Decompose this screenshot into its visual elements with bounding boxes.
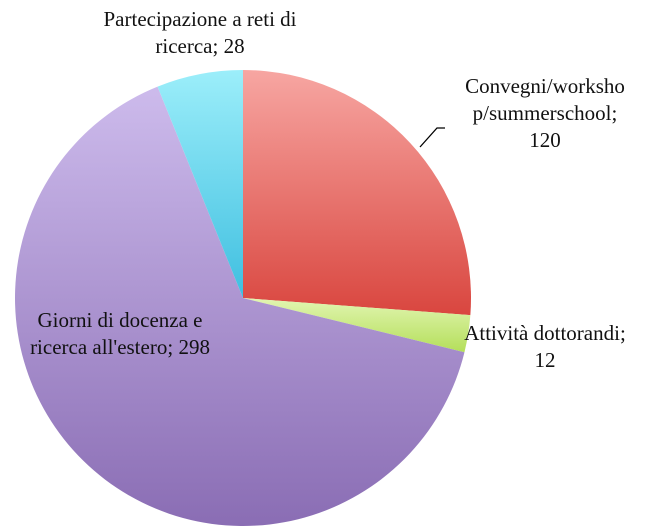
pie	[14, 70, 472, 526]
value-label: 28	[223, 34, 245, 58]
data-label: Partecipazione a reti di ricerca; 28	[85, 6, 315, 60]
separator: ;	[611, 101, 618, 125]
label-text: Attività dottorandi; 12	[455, 320, 635, 374]
category-name: Giorni di docenza e ricerca all'estero	[30, 308, 203, 359]
pie-slice	[157, 70, 243, 298]
value-label: 298	[178, 335, 210, 359]
pie-slice	[14, 86, 465, 526]
category-name: Partecipazione a reti di ricerca	[103, 7, 297, 58]
data-label: Convegni/workshop/summerschool; 120	[465, 73, 625, 154]
category-name: Convegni/workshop/summerschool	[465, 74, 625, 125]
separator: ;	[619, 321, 626, 345]
labels: Convegni/workshop/summerschool; 120 Attiv…	[10, 6, 635, 374]
value-label: 120	[529, 128, 561, 152]
pie-slice	[243, 298, 471, 353]
category-name: Attività dottorandi	[464, 321, 620, 345]
leader-line	[419, 127, 445, 148]
label-text: Convegni/workshop/summerschool; 120	[465, 73, 625, 154]
pie-slice	[243, 70, 472, 316]
label-text: Giorni di docenza e ricerca all'estero; …	[10, 307, 230, 361]
value-label: 12	[534, 348, 556, 372]
data-label: Attività dottorandi; 12	[455, 320, 635, 374]
separator: ;	[212, 34, 224, 58]
separator: ;	[167, 335, 179, 359]
label-text: Partecipazione a reti di ricerca; 28	[85, 6, 315, 60]
data-label: Giorni di docenza e ricerca all'estero; …	[10, 307, 230, 361]
